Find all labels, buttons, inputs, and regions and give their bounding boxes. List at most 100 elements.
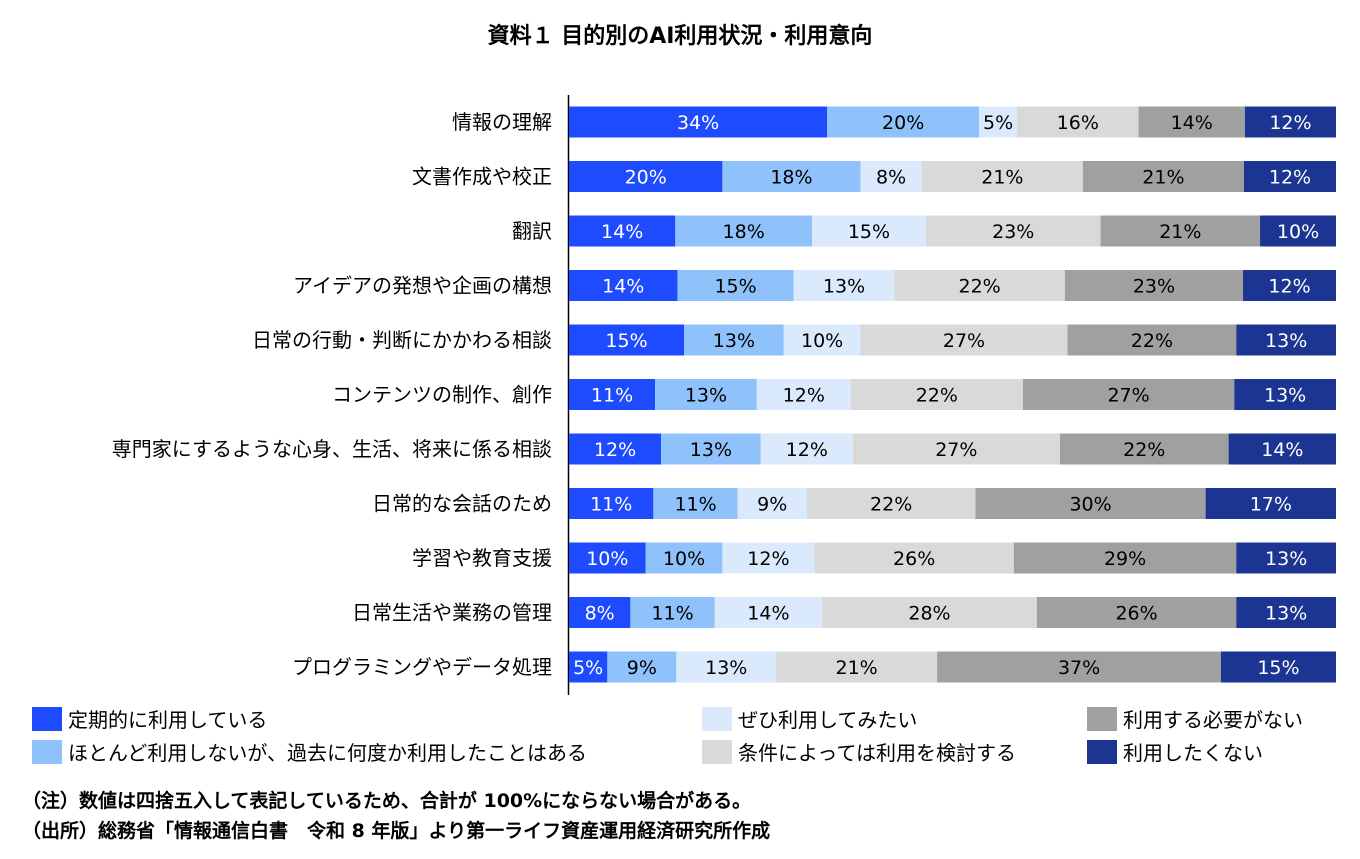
data-label: 18% — [770, 167, 812, 189]
data-label: 13% — [690, 439, 732, 461]
legend-label: ぜひ利用してみたい — [738, 708, 918, 732]
data-label: 21% — [981, 167, 1023, 189]
data-label: 11% — [651, 603, 693, 625]
data-label: 9% — [627, 657, 657, 679]
bar-segment — [653, 488, 738, 519]
bar-segment — [760, 433, 853, 465]
legend-item-regular-use: 定期的に利用している — [32, 704, 267, 733]
legend-swatch — [32, 739, 62, 764]
bar-segment — [1220, 651, 1336, 683]
legend-item-used-before: ほとんど利用しないが、過去に何度か利用したことはある — [32, 737, 587, 766]
bar-segment — [737, 488, 807, 519]
data-label: 10% — [586, 548, 628, 570]
legend-item-want-to-use: ぜひ利用してみたい — [702, 704, 917, 733]
bar-segment — [1243, 270, 1336, 301]
category-label: アイデアの発想や企画の構想 — [293, 274, 552, 298]
category-label: 日常の行動・判断にかかわる相談 — [252, 328, 552, 352]
category-label: 専門家にするような心身、生活、将来に係る相談 — [112, 437, 552, 461]
data-label: 22% — [958, 276, 1000, 298]
footnotes: （注）数値は四捨五入して表記しているため、合計が 100%にならない場合がある。… — [22, 786, 770, 846]
bar-segment — [850, 379, 1023, 410]
bar-segment — [975, 488, 1206, 519]
data-label: 10% — [663, 548, 705, 570]
data-label: 15% — [848, 221, 890, 243]
bar-segment — [569, 488, 654, 519]
stacked-bar-chart: 情報の理解 34% 20% 5% 16% 14% 12% 文書作成や校正 20% 18% 8% 21%… — [112, 95, 1336, 695]
bar-segment — [1059, 433, 1229, 465]
data-label: 5% — [573, 657, 603, 679]
bar-segment — [1017, 106, 1139, 138]
bar-segment — [776, 651, 938, 683]
data-label: 23% — [992, 221, 1034, 243]
chart-title: 資料１ 目的別のAI利用状況・利用意向 — [487, 24, 873, 49]
bar-segment — [569, 270, 678, 301]
data-label: 8% — [876, 167, 906, 189]
bar-segment — [569, 324, 685, 356]
data-label: 12% — [1269, 112, 1311, 134]
data-label: 20% — [625, 167, 667, 189]
data-label: 14% — [1261, 439, 1303, 461]
data-label: 12% — [786, 439, 828, 461]
bar-segment — [645, 542, 723, 574]
data-label: 12% — [1268, 276, 1310, 298]
data-label: 13% — [705, 657, 747, 679]
legend-swatch — [1087, 706, 1117, 731]
bar-segment — [812, 215, 926, 247]
bar-segment — [756, 379, 851, 410]
legend-item-no-need: 利用する必要がない — [1087, 704, 1303, 733]
data-label: 14% — [1171, 112, 1213, 134]
bar-segment — [1013, 542, 1237, 574]
category-label: 学習や教育支援 — [412, 546, 552, 570]
bar-segment — [676, 651, 777, 683]
data-label: 14% — [747, 603, 789, 625]
bar-segment — [894, 270, 1065, 301]
data-label: 12% — [747, 548, 789, 570]
data-label: 14% — [601, 221, 643, 243]
legend-swatch — [32, 706, 62, 731]
data-label: 13% — [1265, 603, 1307, 625]
bar-segment — [1100, 215, 1261, 247]
bar-segment — [1236, 542, 1336, 574]
data-label: 11% — [674, 494, 716, 516]
bar-segment — [827, 106, 980, 138]
data-label: 26% — [1115, 603, 1157, 625]
data-label: 14% — [602, 276, 644, 298]
bar-segment — [714, 597, 823, 628]
data-label: 13% — [1265, 330, 1307, 352]
bar-segment — [1234, 379, 1336, 410]
bar-segment — [722, 161, 861, 192]
bar-segment — [1236, 597, 1336, 628]
legend-item-conditional: 条件によっては利用を検討する — [702, 737, 1016, 766]
data-label: 28% — [908, 603, 950, 625]
bar-segment — [677, 270, 794, 301]
data-label: 30% — [1069, 494, 1111, 516]
category-label: 日常生活や業務の管理 — [352, 601, 552, 625]
bar-segment — [569, 651, 608, 683]
data-label: 12% — [1269, 167, 1311, 189]
legend-label: 利用する必要がない — [1123, 708, 1303, 732]
bar-segment — [655, 379, 757, 410]
data-label: 13% — [685, 385, 727, 407]
bar-segment — [806, 488, 976, 519]
category-label: 文書作成や校正 — [412, 165, 552, 189]
bar-segment — [569, 597, 631, 628]
bar-segment — [1022, 379, 1235, 410]
data-label: 12% — [783, 385, 825, 407]
data-label: 12% — [594, 439, 636, 461]
bar-segment — [860, 161, 922, 192]
legend-label: 利用したくない — [1123, 741, 1263, 765]
bar-segment — [822, 597, 1037, 628]
bar-segment — [1067, 324, 1237, 356]
category-label: コンテンツの制作、創作 — [332, 383, 552, 407]
data-label: 26% — [893, 548, 935, 570]
category-label: 日常的な会話のため — [372, 492, 552, 516]
bar-segment — [661, 433, 761, 465]
bar-segment — [921, 161, 1083, 192]
data-label: 13% — [1264, 385, 1306, 407]
bar-segment — [630, 597, 715, 628]
data-label: 21% — [1159, 221, 1201, 243]
bar-segment — [979, 106, 1018, 138]
data-label: 13% — [713, 330, 755, 352]
bar-segment — [783, 324, 861, 356]
bar-segment — [1082, 161, 1244, 192]
